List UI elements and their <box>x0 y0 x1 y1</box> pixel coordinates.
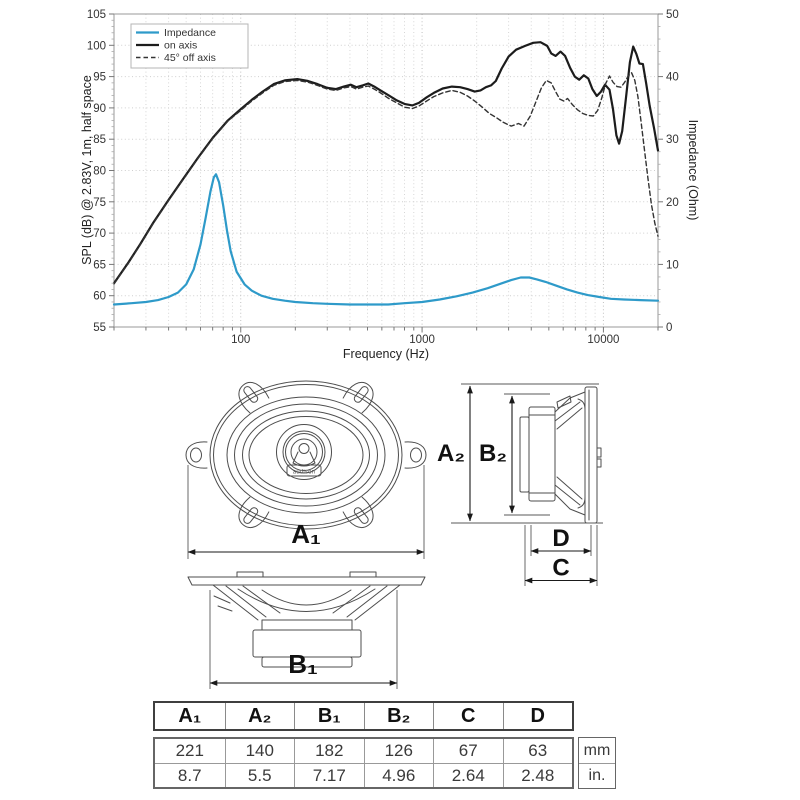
tweeter-assembly <box>276 424 332 480</box>
front-view-drawing: audison A₁ <box>185 380 427 559</box>
y-right-tick-label: 50 <box>666 9 679 21</box>
y-left-tick-label: 100 <box>87 40 106 52</box>
dimension-b1: B₁ <box>209 590 398 689</box>
value-b2-in: 4.96 <box>363 763 433 787</box>
mounting-tab-top-right <box>342 381 374 414</box>
chart-curves <box>112 41 660 306</box>
dimension-b2-label: B₂ <box>479 440 507 467</box>
y-left-tick-label: 65 <box>93 259 106 271</box>
table-header-a1: A₁ <box>178 704 202 727</box>
value-a2-in: 5.5 <box>224 763 294 787</box>
value-a1-mm: 221 <box>175 741 204 760</box>
x-tick-label: 10000 <box>587 334 619 346</box>
y-right-tick-label: 0 <box>666 322 672 334</box>
value-c-mm: 67 <box>433 739 503 763</box>
table-header-d: D <box>502 703 573 729</box>
x-tick-label: 100 <box>231 334 250 346</box>
mounting-tab-top-left <box>238 381 270 414</box>
y-left-tick-label: 70 <box>93 228 106 240</box>
value-b1-in: 7.17 <box>294 763 364 787</box>
y-left-tick-label: 60 <box>93 291 106 303</box>
mounting-tab-bottom-right <box>342 496 374 529</box>
mounting-tab-bottom-left <box>238 496 270 529</box>
dimension-c: C <box>524 525 598 586</box>
dimension-b2: B₂ <box>479 393 550 516</box>
dimension-a2-label: A₂ <box>437 440 465 467</box>
value-a2-mm: 140 <box>224 739 295 763</box>
value-c-in: 2.64 <box>433 763 503 787</box>
value-b2-mm: 126 <box>363 739 434 763</box>
table-header-b2: B₂ <box>363 703 434 729</box>
bottom-view-drawing: B₁ <box>187 571 426 689</box>
dimension-table-values: 221 140 182 126 67 63 8.7 5.5 7.17 4.96 … <box>153 737 574 789</box>
y-right-axis-label: Impedance (Ohm) <box>686 120 700 221</box>
dimension-b1-label: B₁ <box>288 649 318 679</box>
brand-logo-text: audison <box>293 470 315 476</box>
dimension-table-header: A₁ A₂ B₁ B₂ C D <box>153 701 574 731</box>
unit-mm: mm <box>583 741 611 759</box>
value-b1-mm: 182 <box>294 739 364 763</box>
legend-box <box>130 23 249 69</box>
y-left-tick-label: 80 <box>93 166 106 178</box>
mounting-ear-left <box>185 441 208 469</box>
45-off-axis-curve <box>113 72 659 285</box>
legend-label: on axis <box>164 40 197 52</box>
value-a1-in: 8.7 <box>155 763 225 787</box>
side-view-drawing: A₂ B₂ D C <box>437 383 603 586</box>
mounting-flange-ovals <box>209 380 403 530</box>
side-profile <box>519 386 602 524</box>
legend-label: 45° off axis <box>164 52 216 64</box>
dimension-d-label: D <box>552 525 569 552</box>
impedance-curve <box>112 173 660 306</box>
table-header-c: C <box>433 703 503 729</box>
dimension-d: D <box>530 525 592 556</box>
dimension-table-units: mm in. <box>578 737 616 789</box>
x-axis-label: Frequency (Hz) <box>343 347 429 361</box>
spl-impedance-chart: 55 60 65 70 75 80 85 90 95 100 105 0 10 20 30 40 50 100 10… <box>80 9 700 361</box>
speaker-dimension-drawings: audison A₁ <box>185 380 603 689</box>
table-header-b1: B₁ <box>294 703 364 729</box>
unit-in: in. <box>579 763 615 788</box>
y-right-tick-label: 20 <box>666 197 679 209</box>
dimension-a1: A₁ <box>187 465 425 559</box>
y-left-tick-label: 105 <box>87 9 106 21</box>
dimension-a1-label: A₁ <box>291 519 321 549</box>
x-tick-label: 1000 <box>409 334 435 346</box>
bottom-profile <box>187 571 426 668</box>
table-header-a2: A₂ <box>224 703 295 729</box>
value-d-in: 2.48 <box>502 763 572 787</box>
y-left-axis-label: SPL (dB) @ 2.83V, 1m, half space <box>80 75 94 265</box>
dimension-c-label: C <box>552 555 569 582</box>
dimension-a2: A₂ <box>437 385 473 522</box>
y-left-tick-label: 75 <box>93 197 106 209</box>
chart-ticks: 55 60 65 70 75 80 85 90 95 100 105 0 10 20 30 40 50 100 10… <box>87 9 679 346</box>
legend-label: Impedance <box>164 27 216 39</box>
mounting-ear-right <box>404 441 427 469</box>
y-right-tick-label: 30 <box>666 134 679 146</box>
value-d-mm: 63 <box>502 739 573 763</box>
y-left-tick-label: 85 <box>93 134 106 146</box>
y-right-tick-label: 10 <box>666 259 679 271</box>
y-left-tick-label: 90 <box>93 103 106 115</box>
y-left-tick-label: 55 <box>93 322 106 334</box>
y-right-tick-label: 40 <box>666 72 679 84</box>
y-left-tick-label: 95 <box>93 72 106 84</box>
on-axis-curve <box>112 41 660 285</box>
